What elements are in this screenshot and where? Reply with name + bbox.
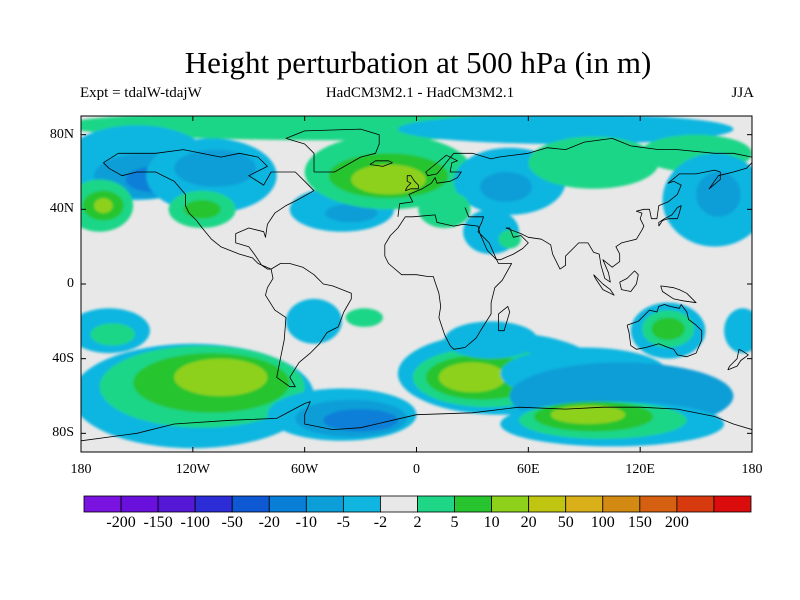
colorbar: [83, 495, 752, 513]
colorbar-label: 50: [557, 514, 574, 531]
coastline: [464, 162, 752, 283]
colorbar-swatch: [380, 495, 418, 513]
colorbar-swatch: [565, 495, 604, 513]
coastline: [81, 401, 752, 442]
contour-region: [286, 298, 342, 344]
colorbar-swatch: [676, 495, 715, 513]
y-tick-label: 0: [67, 276, 74, 291]
colorbar-label: 150: [627, 514, 652, 531]
colorbar-swatch: [157, 495, 196, 513]
contour-region: [174, 149, 257, 187]
colorbar-swatch: [417, 495, 455, 513]
colorbar-swatch: [305, 495, 344, 513]
contour-region: [174, 358, 268, 397]
coastline: [384, 214, 512, 350]
coastline: [285, 128, 380, 173]
contour-region: [94, 198, 113, 214]
contour-region: [651, 317, 685, 340]
contour-region: [438, 362, 506, 393]
coastline: [593, 274, 615, 296]
colorbar-swatch: [713, 495, 752, 513]
contour-region: [90, 323, 136, 346]
colorbar-swatch: [454, 495, 493, 513]
colorbar-label: 200: [664, 514, 689, 531]
colorbar-label: -200: [106, 514, 136, 531]
contour-region: [418, 190, 471, 228]
contour-region: [528, 136, 659, 189]
contour-region: [479, 172, 533, 202]
x-tick-label: 120E: [625, 462, 655, 477]
x-tick-label: 180: [741, 462, 763, 477]
coastline: [727, 348, 749, 371]
colorbar-swatch: [231, 495, 270, 513]
contour-region: [498, 229, 521, 249]
x-tick-label: 180: [70, 462, 92, 477]
coastline: [660, 285, 697, 304]
experiment-label: Expt = tdalW-tdajW: [80, 85, 202, 101]
colorbar-swatch: [342, 495, 381, 513]
y-tick-label: 80N: [49, 126, 74, 142]
colorbar-label: 20: [520, 514, 537, 531]
colorbar-swatch: [602, 495, 641, 513]
colorbar-label: 5: [450, 514, 459, 531]
contour-region: [724, 308, 752, 354]
x-tick-label: 120W: [175, 462, 210, 477]
contour-region: [444, 321, 538, 359]
colorbar-swatch: [120, 495, 159, 513]
colorbar-label: 100: [590, 514, 615, 531]
coastline: [397, 138, 752, 217]
colorbar-label: -50: [221, 514, 243, 531]
colorbar-label: -20: [258, 514, 280, 531]
colorbar-label: -150: [143, 514, 173, 531]
chart-title: Height perturbation at 500 hPa (in m): [184, 45, 652, 80]
colorbar-swatch: [528, 495, 567, 513]
contour-fill-layer: [81, 116, 752, 449]
coastline: [265, 263, 352, 388]
coastline: [369, 160, 393, 167]
colorbar-label: -5: [336, 514, 351, 531]
contour-region: [696, 172, 741, 217]
colorbar-swatch: [639, 495, 678, 513]
colorbar-label: 10: [483, 514, 500, 531]
y-tick-label: 80S: [52, 425, 74, 441]
y-tick-label: 40S: [52, 350, 74, 366]
x-tick-label: 60W: [291, 462, 319, 477]
season-label: JJA: [731, 85, 754, 101]
colorbar-label: 2: [413, 514, 422, 531]
coastline: [619, 270, 639, 292]
coastline: [404, 175, 419, 192]
contour-region: [323, 409, 398, 432]
contour-region: [550, 405, 626, 424]
x-tick-label: 60E: [517, 462, 540, 477]
coastline-layer: [81, 128, 752, 442]
colorbar-swatch: [194, 495, 233, 513]
coastline: [626, 304, 703, 358]
contour-region: [325, 203, 378, 223]
contour-region: [397, 116, 734, 144]
contour-region: [183, 200, 221, 219]
coastline: [658, 205, 682, 227]
model-label: HadCM3M2.1 - HadCM3M2.1: [325, 85, 515, 101]
contour-region: [351, 164, 426, 195]
colorbar-swatch: [83, 495, 122, 513]
colorbar-label: -10: [295, 514, 317, 531]
contour-region: [345, 308, 383, 327]
colorbar-label: -2: [373, 514, 388, 531]
coastline: [103, 149, 315, 270]
x-tick-label: 0: [413, 462, 420, 477]
axis-ticks: [80, 116, 753, 452]
colorbar-label: -100: [180, 514, 210, 531]
colorbar-swatch: [268, 495, 307, 513]
colorbar-swatch: [491, 495, 530, 513]
coastline: [498, 306, 511, 332]
y-tick-label: 40N: [49, 201, 74, 217]
